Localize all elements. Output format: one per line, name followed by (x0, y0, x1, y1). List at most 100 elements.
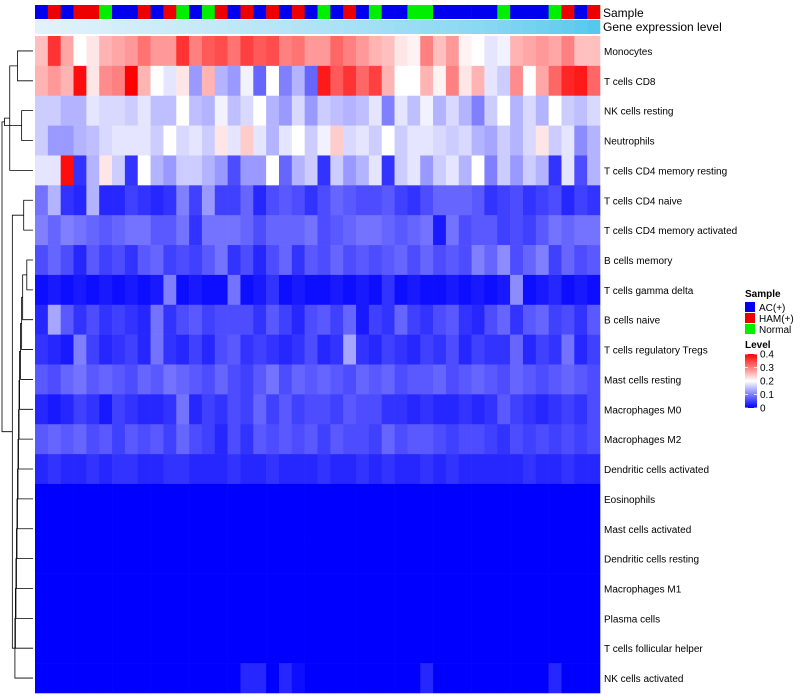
legend-swatch (745, 302, 755, 312)
heatmap-cell (124, 483, 139, 515)
heatmap-cell (35, 95, 49, 126)
heatmap-cell (394, 334, 408, 365)
expression-track-cell (561, 20, 575, 34)
heatmap-cell (60, 304, 74, 335)
heatmap-cell (214, 185, 228, 216)
heatmap-cell (343, 603, 357, 634)
heatmap-cell (407, 394, 421, 425)
heatmap-cell (330, 633, 344, 664)
heatmap-cell (201, 573, 216, 604)
heatmap-cell (433, 394, 447, 425)
heatmap-cell (124, 424, 139, 455)
heatmap-cell (35, 304, 49, 335)
heatmap-cell (484, 95, 498, 126)
heatmap-cell (47, 573, 61, 604)
heatmap-cell (433, 95, 447, 126)
heatmap-cell (60, 603, 74, 634)
expression-track-cell (330, 20, 344, 34)
heatmap-cell (522, 663, 537, 694)
heatmap-cell (574, 573, 588, 604)
heatmap-cell (214, 245, 228, 276)
heatmap-cell (112, 125, 126, 156)
heatmap-cell (163, 65, 177, 97)
heatmap-cell (278, 424, 293, 455)
heatmap-cell (522, 454, 537, 485)
heatmap-cell (163, 185, 177, 216)
heatmap-cell (356, 543, 370, 574)
heatmap-cell (214, 543, 228, 574)
heatmap-cell (227, 424, 241, 455)
heatmap-cell (189, 394, 203, 425)
heatmap-cell (356, 454, 370, 485)
heatmap-cell (368, 95, 383, 126)
heatmap-cell (112, 663, 126, 694)
heatmap-cell (510, 483, 524, 515)
heatmap-cell (356, 185, 370, 216)
heatmap-cell (150, 573, 164, 604)
heatmap-cell (420, 125, 434, 156)
heatmap-cell (278, 543, 293, 574)
heatmap-cell (214, 304, 228, 335)
heatmap-cell (522, 334, 537, 365)
heatmap-cell (189, 364, 203, 395)
heatmap-cell (86, 663, 100, 694)
heatmap-cell (201, 663, 216, 694)
heatmap-cell (522, 424, 537, 455)
heatmap-cell (587, 543, 601, 574)
heatmap-cell (471, 663, 485, 694)
heatmap-cell (189, 543, 203, 574)
heatmap-cell (356, 603, 370, 634)
heatmap-cell (356, 573, 370, 604)
heatmap-cell (394, 573, 408, 604)
heatmap-cell (73, 245, 87, 276)
heatmap-cell (433, 65, 447, 97)
heatmap-cell (304, 155, 318, 186)
heatmap-cell (240, 65, 254, 97)
heatmap-cell (214, 633, 228, 664)
row-label: B cells memory (604, 256, 672, 267)
heatmap-cell (471, 125, 485, 156)
heatmap-cell (124, 65, 139, 97)
heatmap-cell (99, 245, 113, 276)
sample-annotation-track (35, 5, 601, 19)
heatmap-cell (381, 483, 395, 515)
heatmap-cell (561, 603, 575, 634)
heatmap-cell (484, 125, 498, 156)
heatmap-cell (343, 394, 357, 425)
heatmap-cell (317, 125, 331, 156)
heatmap-cell (497, 424, 511, 455)
heatmap-cell (112, 304, 126, 335)
heatmap-cell (394, 95, 408, 126)
heatmap-cell (278, 125, 293, 156)
heatmap-cell (163, 633, 177, 664)
heatmap-cell (99, 543, 113, 574)
heatmap-cell (445, 513, 460, 544)
heatmap-cell (471, 95, 485, 126)
heatmap-cell (189, 304, 203, 335)
heatmap-cell (394, 245, 408, 276)
heatmap-cell (150, 274, 164, 306)
heatmap-cell (176, 454, 190, 485)
heatmap-cell (445, 95, 460, 126)
heatmap-cell (445, 334, 460, 365)
heatmap-cell (214, 364, 228, 395)
heatmap-cell (291, 573, 305, 604)
heatmap-cell (201, 424, 216, 455)
heatmap-cell (47, 274, 61, 306)
heatmap-cell (356, 304, 370, 335)
expression-track-cell (266, 20, 280, 34)
heatmap-cell (522, 483, 537, 515)
heatmap-cell (561, 334, 575, 365)
heatmap-cell (317, 155, 331, 186)
expression-track-cell (343, 20, 357, 34)
heatmap-cell (561, 573, 575, 604)
legend-tick-label: 0.2 (760, 377, 774, 388)
heatmap-cell (420, 513, 434, 544)
heatmap-cell (214, 663, 228, 694)
heatmap-cell (240, 125, 254, 156)
heatmap-cell (240, 573, 254, 604)
heatmap-cell (522, 633, 537, 664)
heatmap-cell (99, 483, 113, 515)
heatmap-cell (112, 65, 126, 97)
heatmap-cell (291, 394, 305, 425)
